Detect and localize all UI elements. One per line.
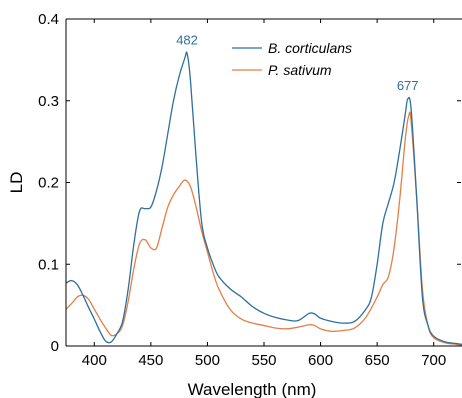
series-line-b-corticulans: [66, 51, 462, 346]
x-axis-title: Wavelength (nm): [188, 380, 317, 398]
plot-area: [66, 51, 462, 346]
y-tick-label: 0.2: [38, 175, 59, 192]
y-tick-label: 0: [51, 338, 59, 355]
legend: B. corticulans P. sativum: [232, 40, 352, 78]
axis-labels: 400 450 500 550 600 650 700 0 0.1 0.2 0.3 0.4 Wavele…: [7, 11, 446, 398]
x-tick-label: 400: [82, 352, 107, 369]
x-tick-label: 600: [308, 352, 333, 369]
y-tick-label: 0.3: [38, 93, 59, 110]
legend-label: B. corticulans: [268, 40, 352, 56]
x-tick-label: 700: [421, 352, 446, 369]
x-tick-label: 550: [251, 352, 276, 369]
y-tick-label: 0.1: [38, 256, 59, 273]
x-tick-label: 500: [195, 352, 220, 369]
x-tick-label: 450: [138, 352, 163, 369]
peak-label: 677: [397, 78, 419, 93]
peak-label: 482: [176, 32, 198, 47]
y-axis-title: LD: [7, 172, 26, 194]
y-tick-label: 0.4: [38, 11, 59, 28]
legend-label: P. sativum: [268, 62, 332, 78]
x-tick-label: 650: [365, 352, 390, 369]
axes: [65, 18, 462, 347]
series-line-p-sativum: [66, 111, 462, 346]
